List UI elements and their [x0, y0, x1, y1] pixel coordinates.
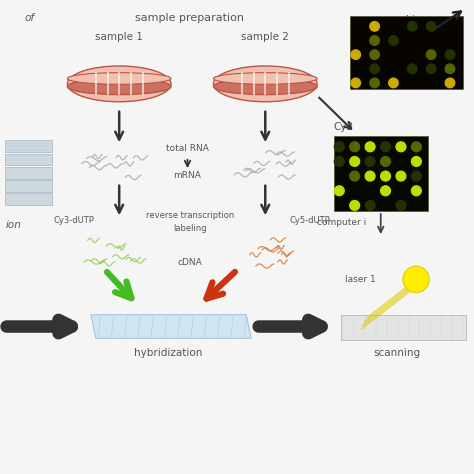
Text: total RNA: total RNA — [166, 144, 209, 153]
Ellipse shape — [67, 79, 171, 95]
Circle shape — [370, 22, 379, 31]
Circle shape — [445, 78, 455, 88]
Circle shape — [445, 64, 455, 73]
Circle shape — [370, 64, 379, 73]
Text: cDNA: cDNA — [177, 258, 202, 267]
Circle shape — [389, 36, 398, 45]
Text: hybridization: hybridization — [135, 348, 203, 358]
Circle shape — [365, 142, 375, 152]
Circle shape — [396, 142, 406, 152]
Circle shape — [427, 50, 436, 59]
Text: sample preparation: sample preparation — [136, 13, 245, 23]
Circle shape — [445, 50, 455, 59]
Text: scanning: scanning — [374, 348, 421, 358]
Circle shape — [350, 201, 360, 210]
Circle shape — [411, 171, 421, 181]
Circle shape — [365, 171, 375, 181]
Circle shape — [427, 22, 436, 31]
Circle shape — [334, 142, 344, 152]
Circle shape — [381, 171, 391, 181]
Circle shape — [408, 22, 417, 31]
Circle shape — [403, 266, 429, 292]
Circle shape — [365, 156, 375, 166]
Text: mRNA: mRNA — [173, 171, 201, 180]
Circle shape — [389, 78, 398, 88]
Circle shape — [351, 50, 361, 59]
FancyBboxPatch shape — [5, 180, 52, 192]
Circle shape — [370, 78, 379, 88]
Text: Cy3: Cy3 — [334, 122, 354, 132]
Text: labeling: labeling — [173, 224, 207, 233]
Text: of: of — [25, 13, 35, 23]
Circle shape — [381, 142, 391, 152]
Circle shape — [334, 156, 344, 166]
Circle shape — [334, 186, 344, 196]
Circle shape — [411, 186, 421, 196]
Circle shape — [350, 171, 360, 181]
Polygon shape — [341, 315, 465, 340]
FancyBboxPatch shape — [5, 193, 52, 205]
Circle shape — [381, 186, 391, 196]
Circle shape — [411, 156, 421, 166]
Circle shape — [350, 156, 360, 166]
Text: computer i: computer i — [317, 219, 366, 228]
FancyBboxPatch shape — [350, 16, 463, 89]
Text: composed i: composed i — [355, 15, 415, 25]
Text: sample 2: sample 2 — [241, 32, 289, 42]
Circle shape — [427, 64, 436, 73]
Circle shape — [370, 50, 379, 59]
FancyBboxPatch shape — [5, 167, 52, 179]
Ellipse shape — [67, 73, 171, 84]
FancyBboxPatch shape — [5, 154, 52, 165]
Circle shape — [350, 142, 360, 152]
Ellipse shape — [213, 73, 317, 84]
Text: sample 1: sample 1 — [95, 32, 143, 42]
Text: laser 1: laser 1 — [346, 275, 376, 284]
Text: ion: ion — [5, 220, 21, 230]
Ellipse shape — [213, 79, 317, 95]
Circle shape — [408, 64, 417, 73]
Text: Cy3-dUTP: Cy3-dUTP — [54, 216, 95, 225]
Text: reverse transcription: reverse transcription — [146, 211, 234, 220]
FancyBboxPatch shape — [5, 140, 52, 152]
Circle shape — [365, 201, 375, 210]
Polygon shape — [91, 315, 251, 338]
Text: Cy5-dUTP: Cy5-dUTP — [290, 216, 330, 225]
Circle shape — [396, 201, 406, 210]
Ellipse shape — [67, 66, 171, 102]
Ellipse shape — [213, 66, 317, 102]
Circle shape — [411, 142, 421, 152]
FancyBboxPatch shape — [334, 136, 428, 211]
Circle shape — [396, 171, 406, 181]
Circle shape — [351, 78, 361, 88]
Circle shape — [370, 36, 379, 45]
Circle shape — [381, 156, 391, 166]
